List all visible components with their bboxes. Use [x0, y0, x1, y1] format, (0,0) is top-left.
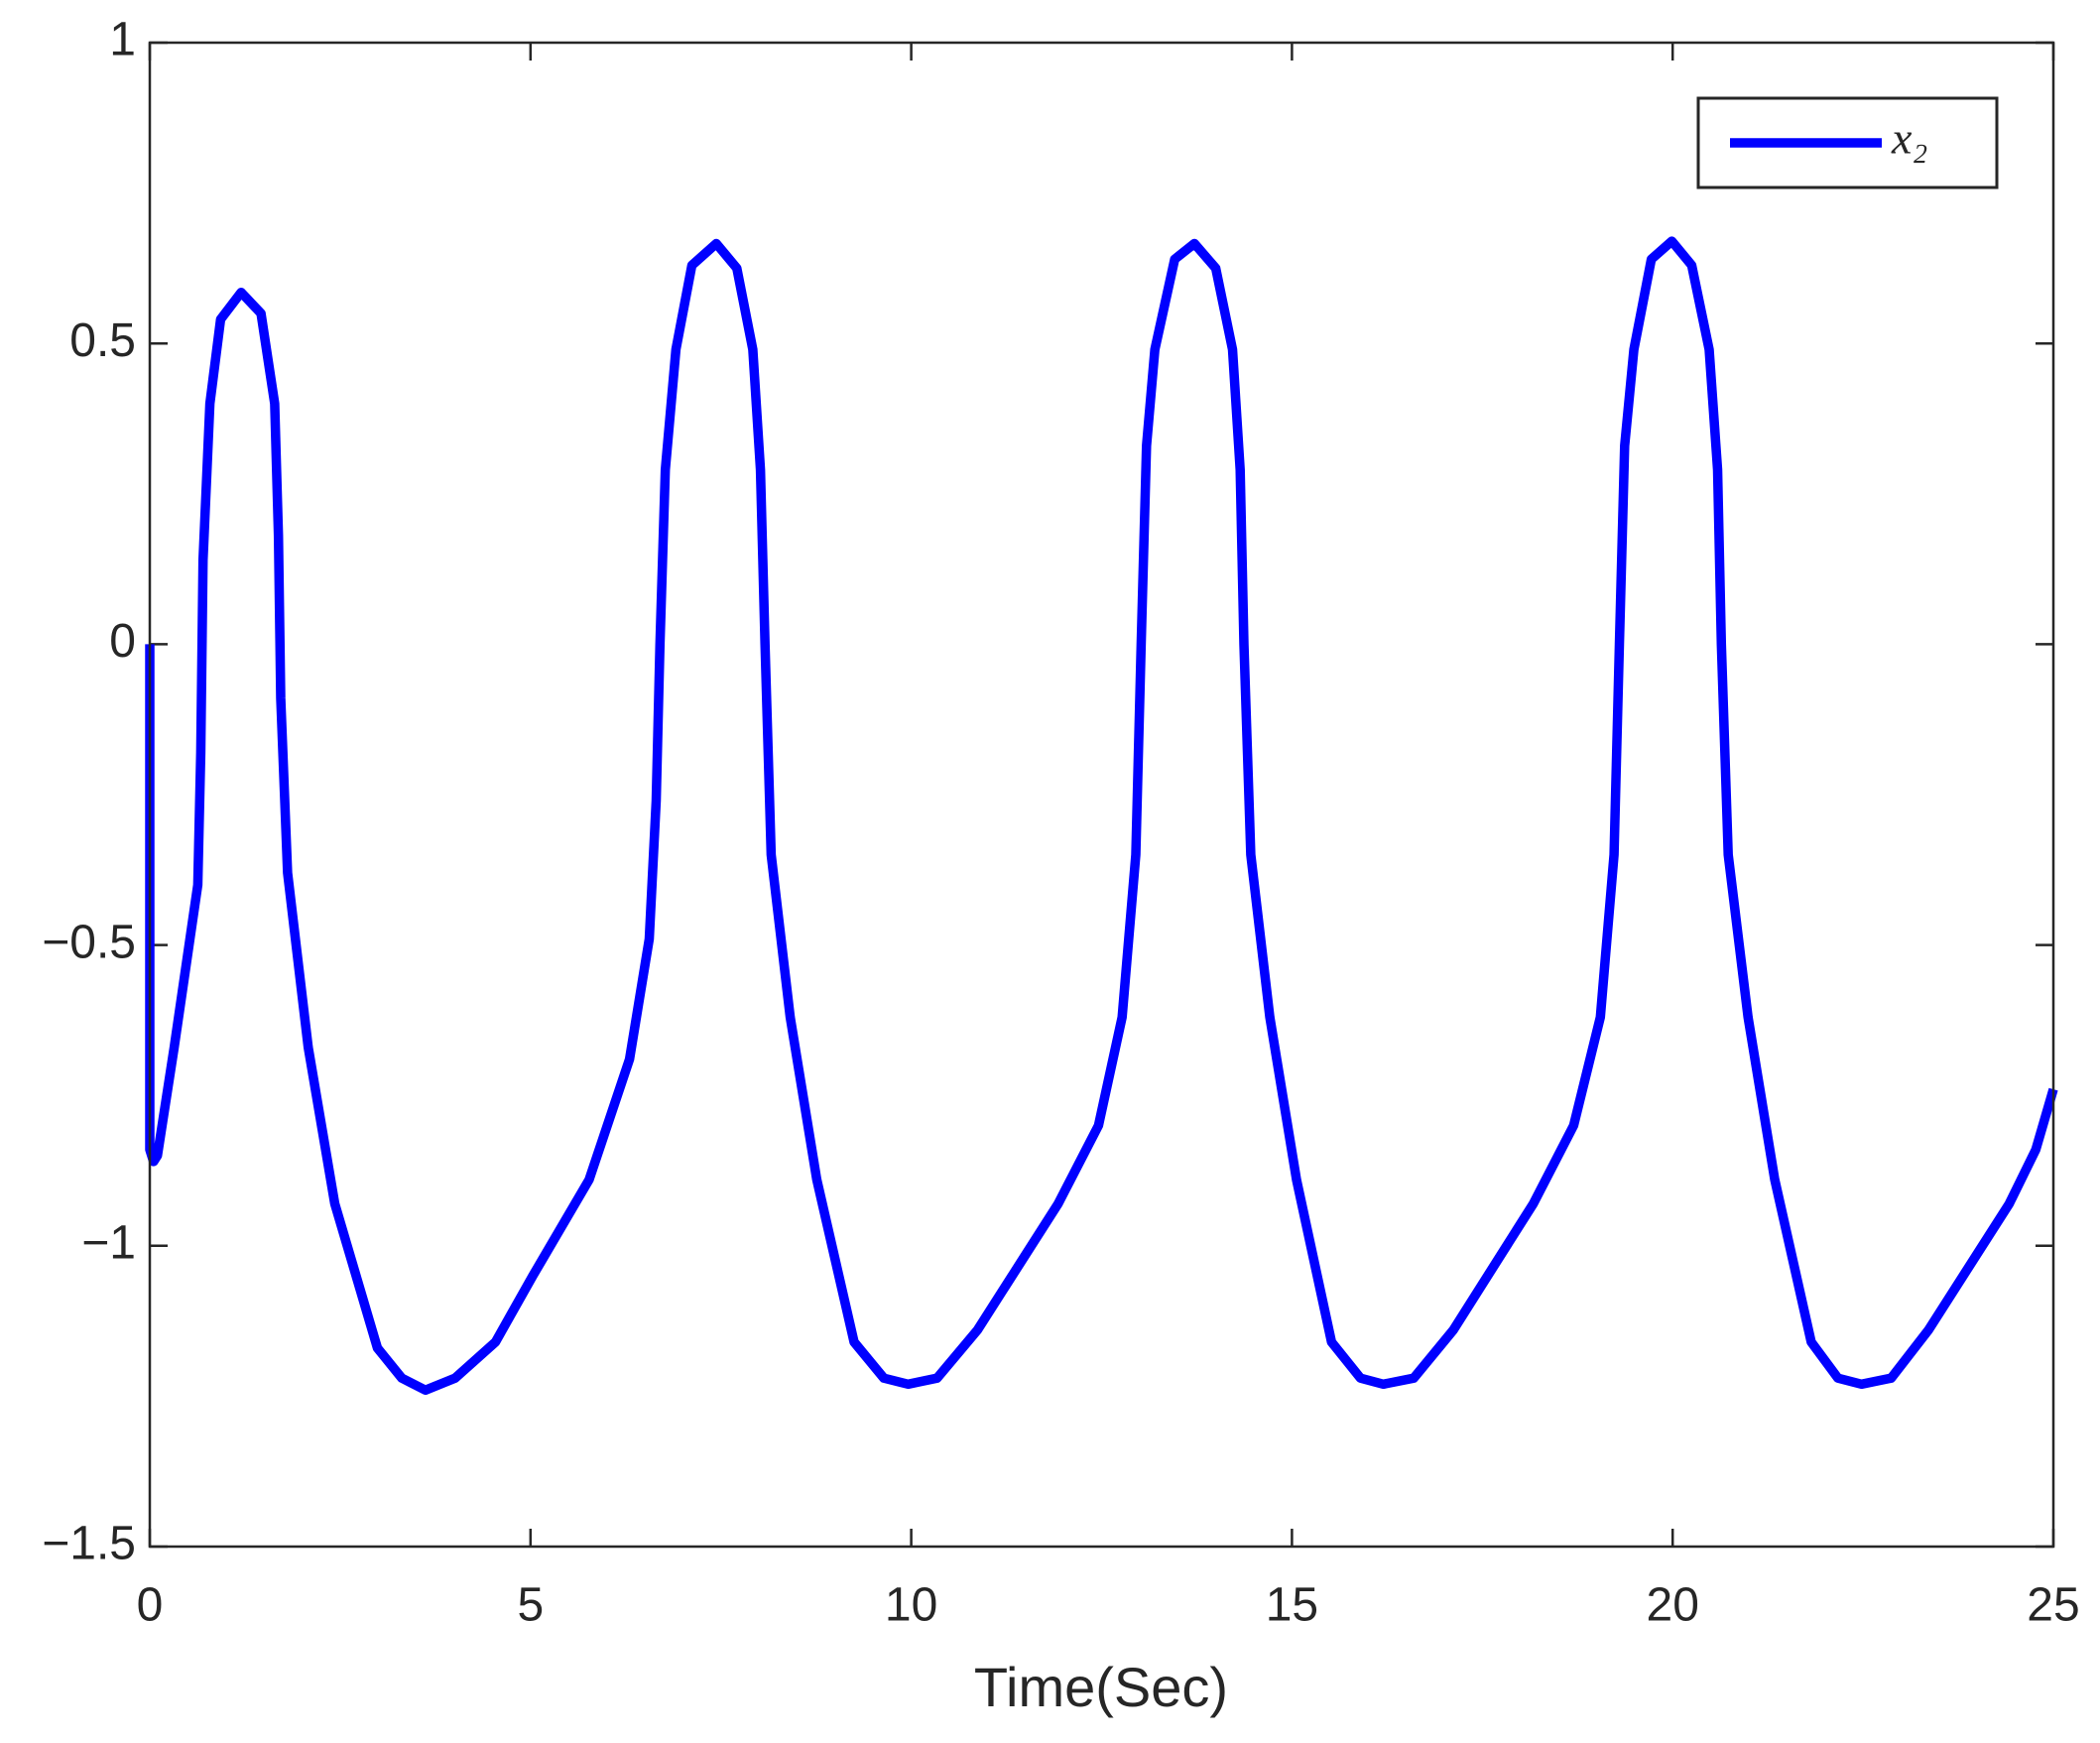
- x-tick-label: 25: [2027, 1579, 2079, 1632]
- x-tick-label: 0: [137, 1579, 164, 1632]
- y-tick-label: −1: [81, 1216, 136, 1269]
- y-tick-label: 0.5: [69, 314, 136, 367]
- y-tick-label: −1.5: [42, 1518, 136, 1570]
- x-tick-label: 5: [517, 1579, 544, 1632]
- series-line: [145, 236, 2058, 1396]
- x-tick-label: 20: [1647, 1579, 1699, 1632]
- y-tick-label: 1: [109, 14, 136, 66]
- plot-frame: [148, 41, 2055, 1549]
- y-tick-label: −0.5: [42, 916, 136, 968]
- legend-label: x₂: [1891, 113, 1927, 164]
- x-tick-label: 15: [1266, 1579, 1318, 1632]
- y-tick-label: 0: [109, 615, 136, 668]
- x-axis-label: Time(Sec): [974, 1656, 1228, 1718]
- x-tick-label: 10: [885, 1579, 937, 1632]
